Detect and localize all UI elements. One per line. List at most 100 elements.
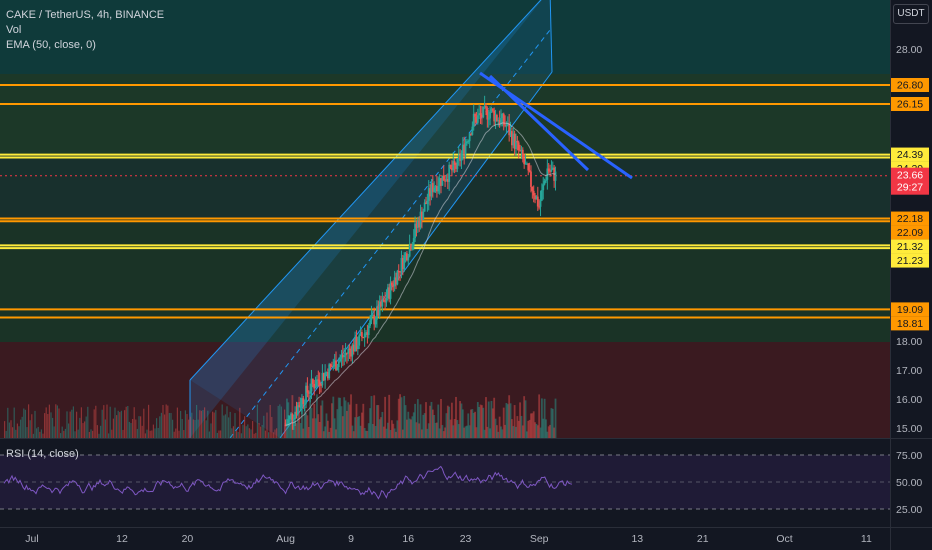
price-levels[interactable] [0,84,890,319]
volume-bar [114,407,116,438]
candle-body [299,406,302,408]
volume-bar [104,419,106,438]
candle-body [358,335,361,346]
volume-bar [284,422,287,438]
ema-indicator-label[interactable]: EMA (50, close, 0) [6,39,96,51]
volume-bar [175,428,177,438]
candle-body [313,383,316,389]
trendline-2[interactable] [488,74,590,172]
volume-bar [31,414,33,438]
volume-bar [520,415,523,438]
rsi-indicator-label[interactable]: RSI (14, close) [6,448,79,460]
volume-bar [242,424,244,438]
volume-bar [493,397,496,438]
volume-bar [440,398,442,438]
volume-bar [395,431,397,438]
volume-bar [148,404,150,438]
candle-body [303,403,306,405]
volume-bar [87,406,89,438]
volume-bar [39,431,41,438]
volume-bar [290,413,292,438]
volume-bar [117,410,119,438]
volume-bar [347,402,350,438]
candle-body [371,314,374,316]
volume-bar [276,428,278,438]
volume-bar [90,429,92,438]
volume-bar [516,416,519,438]
volume-bar [173,431,175,438]
candle-body [530,171,532,187]
channel-right-edge [549,0,553,73]
candle-body [406,253,408,261]
candle-body [453,161,456,166]
volume-bar [399,394,401,438]
price-level-label: 24.39 [897,149,923,161]
candle-body [389,282,392,299]
candle-body [374,319,377,325]
volume-bar [510,419,513,438]
volume-bar [100,425,102,438]
volume-bar [280,406,282,438]
volume-bar [351,425,354,438]
candle-body [335,360,337,371]
volume-bar [309,395,312,438]
candle-body [478,113,481,116]
volume-bar [487,401,490,438]
price-level-badge [891,78,929,92]
candle-body [416,221,419,228]
candlestick-series[interactable] [284,95,557,430]
rsi-tick-label: 50.00 [896,477,922,489]
candle-body [324,372,327,381]
candle-body [463,144,466,155]
volume-bar [144,433,146,438]
volume-bar [336,409,339,438]
candle-body [551,167,554,170]
candle-body [491,108,494,111]
volume-bar [244,416,246,438]
price-tick-label: 18.00 [896,336,922,348]
time-axis[interactable]: Jul 12 20 Aug 9 16 23 Sep 13 21 Oct 11 [25,533,872,545]
volume-bar [199,410,201,438]
volume-bars [4,394,557,438]
volume-bar [519,402,521,438]
channel-upper-line [189,0,542,381]
rsi-pane[interactable] [0,454,890,510]
volume-bar [331,403,333,438]
volume-bar [356,416,359,438]
candle-body [426,200,429,204]
volume-bar [140,416,142,438]
candle-body [516,140,519,143]
candle-body [352,344,355,352]
volume-bar [197,419,199,438]
time-tick-label: Sep [530,533,549,545]
candle-body [441,175,444,186]
volume-bar [448,406,451,438]
volume-bar [490,400,493,438]
volume-bar [532,411,535,438]
volume-bar [292,424,295,438]
candle-body [331,365,333,368]
volume-bar [258,422,260,438]
symbol-title[interactable]: CAKE / TetherUS, 4h, BINANCE [6,9,165,21]
volume-bar [538,394,541,438]
volume-bar [82,423,84,438]
vol-indicator-label[interactable]: Vol [6,24,22,36]
currency-button[interactable]: USDT [893,4,929,24]
candle-body [437,186,440,192]
volume-bar [151,430,153,438]
price-axis[interactable]: 28.00 18.00 17.00 16.00 15.00 [896,44,922,435]
volume-bar [363,428,366,438]
volume-bar [352,431,355,438]
candle-body [446,179,449,182]
volume-bar [543,398,546,438]
rsi-axis[interactable]: 75.00 50.00 25.00 [896,450,922,516]
volume-bar [68,423,70,438]
candle-body [322,373,325,381]
volume-bar [407,411,410,438]
volume-bar [523,396,526,438]
volume-bar [23,408,25,438]
candle-body [337,361,340,368]
volume-bar [422,414,425,438]
candle-body [527,163,530,171]
